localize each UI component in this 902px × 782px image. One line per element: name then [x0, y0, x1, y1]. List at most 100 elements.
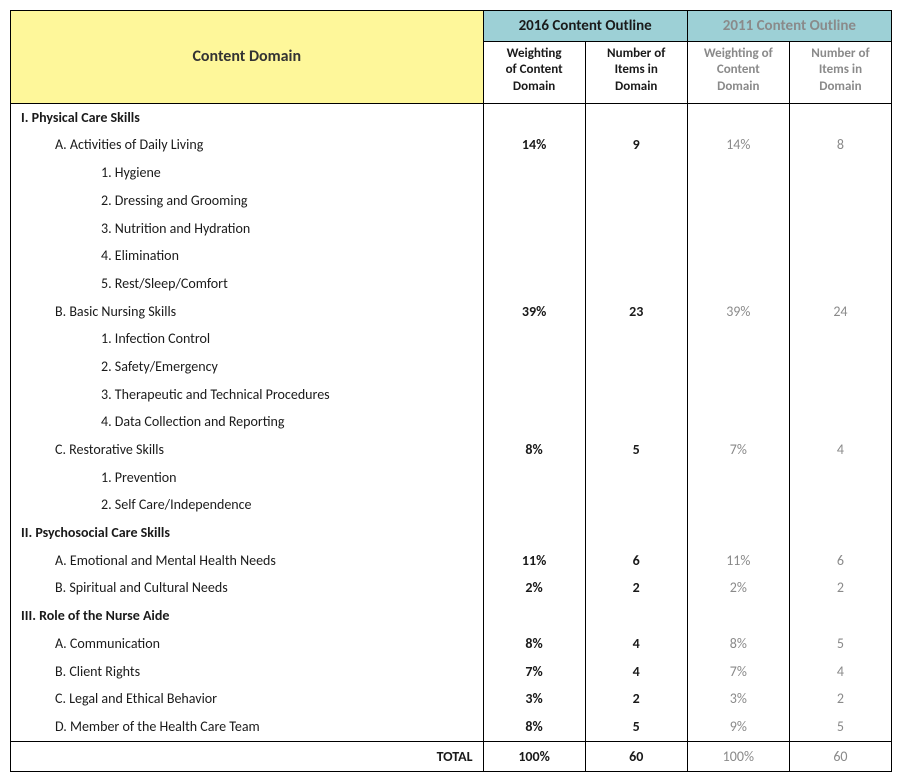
cell-w16: 3%: [483, 685, 585, 713]
total-label: TOTAL: [11, 741, 484, 772]
row-label: 2. Self Care/Independence: [11, 491, 484, 519]
table-body: I. Physical Care SkillsA. Activities of …: [11, 103, 892, 741]
cell-w16: 2%: [483, 574, 585, 602]
table-header: Content Domain 2016 Content Outline 2011…: [11, 11, 892, 104]
cell-w11: [687, 519, 789, 547]
table-row: 2. Safety/Emergency: [11, 353, 892, 381]
cell-w11: 2%: [687, 574, 789, 602]
header-sub-line: Domain: [717, 79, 759, 94]
cell-w11: [687, 215, 789, 243]
row-label: A. Emotional and Mental Health Needs: [11, 547, 484, 575]
table-row: D. Member of the Health Care Team8%59%5: [11, 713, 892, 741]
total-n11: 60: [789, 741, 891, 772]
row-label: 1. Infection Control: [11, 325, 484, 353]
row-label: B. Spiritual and Cultural Needs: [11, 574, 484, 602]
cell-w11: 3%: [687, 685, 789, 713]
row-label: D. Member of the Health Care Team: [11, 713, 484, 741]
cell-n16: [585, 408, 687, 436]
cell-n11: [789, 103, 891, 131]
header-sub-line: Number of: [811, 46, 869, 61]
cell-w16: 8%: [483, 630, 585, 658]
header-group-2016: 2016 Content Outline: [483, 11, 687, 42]
cell-n11: 24: [789, 298, 891, 326]
cell-w11: [687, 381, 789, 409]
table-row: 1. Hygiene: [11, 159, 892, 187]
cell-n11: [789, 325, 891, 353]
cell-n11: 4: [789, 658, 891, 686]
row-label: 2. Safety/Emergency: [11, 353, 484, 381]
cell-w11: [687, 408, 789, 436]
row-label: B. Basic Nursing Skills: [11, 298, 484, 326]
cell-w11: [687, 270, 789, 298]
cell-n16: [585, 353, 687, 381]
cell-w11: [687, 242, 789, 270]
header-sub-line: Domain: [819, 79, 861, 94]
cell-w11: 9%: [687, 713, 789, 741]
header-sub-line: Number of: [607, 46, 665, 61]
header-weighting-2011: Weighting of Content Domain: [687, 42, 789, 104]
table-row: 2. Self Care/Independence: [11, 491, 892, 519]
cell-w16: 39%: [483, 298, 585, 326]
cell-n16: 2: [585, 685, 687, 713]
row-label: B. Client Rights: [11, 658, 484, 686]
cell-n16: [585, 270, 687, 298]
header-sub-line: Items in: [615, 62, 658, 77]
table-row: C. Legal and Ethical Behavior3%23%2: [11, 685, 892, 713]
cell-n16: [585, 491, 687, 519]
row-label: III. Role of the Nurse Aide: [11, 602, 484, 630]
cell-n11: [789, 353, 891, 381]
row-label: 3. Therapeutic and Technical Procedures: [11, 381, 484, 409]
row-label: 1. Hygiene: [11, 159, 484, 187]
row-label: C. Restorative Skills: [11, 436, 484, 464]
cell-w16: [483, 187, 585, 215]
cell-w16: 8%: [483, 713, 585, 741]
header-sub-line: Domain: [615, 79, 657, 94]
table-row: 3. Nutrition and Hydration: [11, 215, 892, 243]
table-row: 2. Dressing and Grooming: [11, 187, 892, 215]
table-row: C. Restorative Skills8%57%4: [11, 436, 892, 464]
cell-w11: [687, 325, 789, 353]
total-row: TOTAL 100% 60 100% 60: [11, 741, 892, 772]
cell-n16: [585, 464, 687, 492]
cell-w11: 11%: [687, 547, 789, 575]
header-items-2011: Number of Items in Domain: [789, 42, 891, 104]
cell-w16: [483, 270, 585, 298]
cell-n11: [789, 464, 891, 492]
cell-n16: 5: [585, 436, 687, 464]
table-row: A. Emotional and Mental Health Needs 11%6…: [11, 547, 892, 575]
table-row: B. Client Rights7%47%4: [11, 658, 892, 686]
row-label: 4. Elimination: [11, 242, 484, 270]
table-row: B. Basic Nursing Skills39%2339%24: [11, 298, 892, 326]
cell-n11: 8: [789, 131, 891, 159]
cell-n11: [789, 187, 891, 215]
cell-w16: [483, 325, 585, 353]
cell-n11: 5: [789, 630, 891, 658]
table-row: A. Communication8%48%5: [11, 630, 892, 658]
table-row: I. Physical Care Skills: [11, 103, 892, 131]
cell-n16: 4: [585, 630, 687, 658]
cell-w11: [687, 159, 789, 187]
cell-n16: 5: [585, 713, 687, 741]
total-w11: 100%: [687, 741, 789, 772]
row-label: C. Legal and Ethical Behavior: [11, 685, 484, 713]
cell-w16: [483, 491, 585, 519]
header-weighting-2016: Weighting of Content Domain: [483, 42, 585, 104]
cell-w11: [687, 602, 789, 630]
cell-w11: 7%: [687, 436, 789, 464]
header-sub-line: Weighting of: [704, 46, 773, 61]
cell-w16: [483, 103, 585, 131]
table-row: 1. Infection Control: [11, 325, 892, 353]
cell-w16: [483, 215, 585, 243]
content-outline-table: Content Domain 2016 Content Outline 2011…: [10, 10, 892, 772]
header-group-2011: 2011 Content Outline: [687, 11, 891, 42]
cell-n11: [789, 519, 891, 547]
header-sub-line: Content: [717, 62, 760, 77]
cell-w16: [483, 381, 585, 409]
cell-w16: [483, 602, 585, 630]
cell-n11: 2: [789, 574, 891, 602]
table-row: A. Activities of Daily Living14%914%8: [11, 131, 892, 159]
header-sub-line: Weighting: [507, 46, 562, 61]
cell-n11: 6: [789, 547, 891, 575]
cell-w11: 7%: [687, 658, 789, 686]
cell-w16: [483, 464, 585, 492]
